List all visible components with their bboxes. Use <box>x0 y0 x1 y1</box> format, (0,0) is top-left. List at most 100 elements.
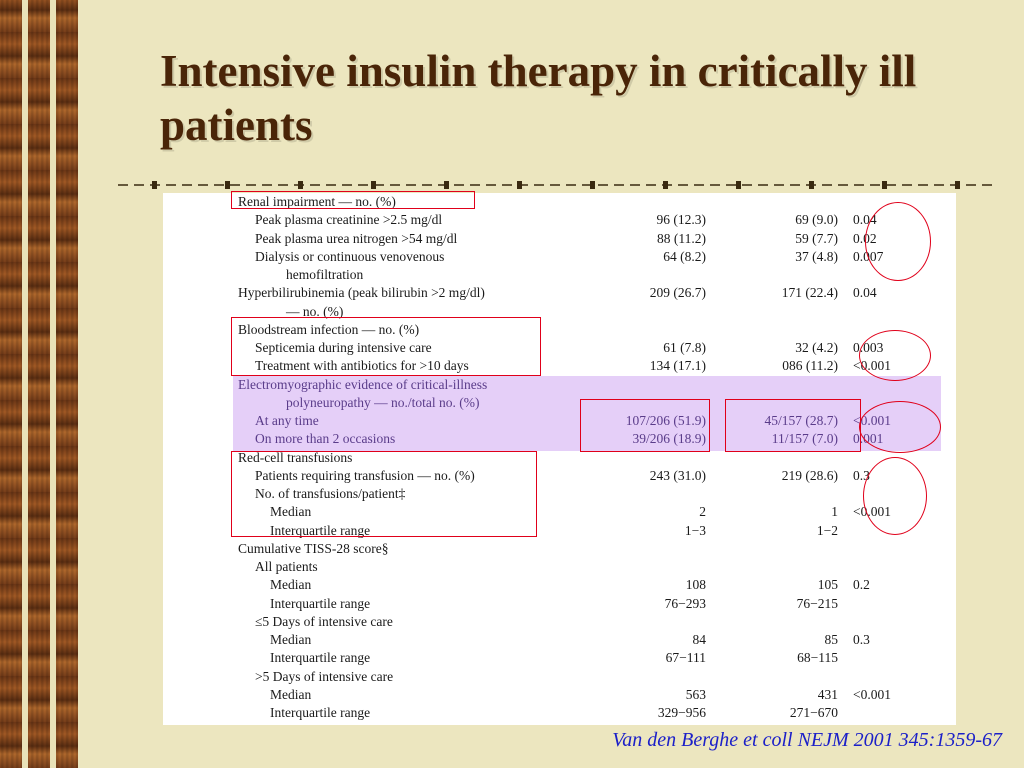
table-row: ≤5 Days of intensive care <box>163 613 956 631</box>
annotation-box-neuropathy-a <box>580 399 710 452</box>
annotation-ring-neuropathy <box>859 401 941 453</box>
row-label: Cumulative TISS-28 score§ <box>238 540 389 556</box>
table-row: Bloodstream infection — no. (%) <box>163 321 956 339</box>
intensive-value: 134 (17.1) <box>649 358 706 374</box>
row-label: On more than 2 occasions <box>255 431 396 447</box>
row-label: Interquartile range <box>270 522 371 538</box>
table-row: Median 563 431 <0.001 <box>163 686 956 704</box>
intensive-value: 329−956 <box>657 705 706 720</box>
intensive-value: 107/206 (51.9) <box>625 413 706 428</box>
intensive-value: 563 <box>685 686 706 702</box>
intensive-value: 64 (8.2) <box>663 248 706 264</box>
conventional-value: 68−115 <box>797 650 838 666</box>
intensive-value: 96 (12.3) <box>656 212 707 228</box>
table-row: >5 Days of intensive care <box>163 668 956 686</box>
intensive-value: 76−293 <box>664 595 706 611</box>
p-value: 0.2 <box>853 577 870 593</box>
conventional-value: 219 (28.6) <box>781 467 838 483</box>
intensive-value: 2 <box>699 504 706 520</box>
conventional-value: 086 (11.2) <box>782 358 838 374</box>
conventional-value: 45/157 (28.7) <box>764 413 839 428</box>
dashed-divider <box>118 181 998 189</box>
intensive-value: 209 (26.7) <box>649 285 706 301</box>
row-label: Median <box>270 632 312 647</box>
row-label: Dialysis or continuous venovenous <box>255 248 445 264</box>
intensive-value: 61 (7.8) <box>663 340 706 355</box>
row-label: Renal impairment — no. (%) <box>238 194 396 209</box>
conventional-value: 76−215 <box>796 595 838 611</box>
row-label: Treatment with antibiotics for >10 days <box>255 358 469 374</box>
row-label: Septicemia during intensive care <box>255 340 432 355</box>
conventional-value: 59 (7.7) <box>795 230 838 246</box>
annotation-box-transfusion <box>231 451 537 537</box>
table-row: Dialysis or continuous venovenous 64 (8.2… <box>163 248 956 266</box>
table-row: Peak plasma creatinine >2.5 mg/dl 96 (12.… <box>163 211 956 229</box>
table-row: Patients requiring transfusion — no. (%)… <box>163 467 956 485</box>
row-label: Median <box>270 504 312 520</box>
row-label: Patients requiring transfusion — no. (%) <box>255 467 475 483</box>
p-value: 0.04 <box>853 285 877 301</box>
conventional-value: 32 (4.2) <box>795 340 838 355</box>
annotation-box-renal <box>231 191 475 209</box>
conventional-value: 1 <box>831 504 838 520</box>
p-value: <0.001 <box>853 686 891 702</box>
table-row: Hyperbilirubinemia (peak bilirubin >2 mg… <box>163 284 956 302</box>
table-row: Interquartile range 76−293 76−215 <box>163 595 956 613</box>
conventional-value: 69 (9.0) <box>795 212 838 228</box>
sidebar-gap <box>22 0 28 768</box>
conventional-value: 11/157 (7.0) <box>771 431 838 447</box>
intensive-value: 88 (11.2) <box>657 230 706 246</box>
conventional-value: 1−2 <box>816 522 838 538</box>
row-label: — no. (%) <box>286 303 344 319</box>
annotation-ring-renal <box>865 202 931 281</box>
row-label: Peak plasma creatinine >2.5 mg/dl <box>255 212 443 228</box>
row-label: Bloodstream infection — no. (%) <box>238 321 420 337</box>
conventional-value: 171 (22.4) <box>781 285 838 301</box>
intensive-value: 67−111 <box>665 650 706 666</box>
annotation-box-neuropathy-b <box>725 399 861 452</box>
row-label: Interquartile range <box>270 595 371 611</box>
table-row: Electromyographic evidence of critical-i… <box>163 376 956 394</box>
conventional-value: 431 <box>817 686 838 702</box>
table-row: Interquartile range 1−3 1−2 <box>163 522 956 540</box>
row-label: >5 Days of intensive care <box>255 668 394 684</box>
row-label: Median <box>270 577 312 593</box>
sidebar-gap <box>50 0 56 768</box>
row-label: Interquartile range <box>270 705 371 720</box>
row-label: Median <box>270 686 312 702</box>
table-row: All patients <box>163 558 956 576</box>
row-label: No. of transfusions/patient‡ <box>255 486 406 501</box>
table-row: — no. (%) <box>163 303 956 321</box>
conventional-value: 105 <box>817 577 838 593</box>
conventional-value: 37 (4.8) <box>795 248 838 264</box>
row-label: Red-cell transfusions <box>238 449 353 465</box>
row-label: hemofiltration <box>286 267 364 282</box>
row-label: Electromyographic evidence of critical-i… <box>238 376 488 392</box>
table-row: Interquartile range 329−956 271−670 <box>163 704 956 722</box>
citation: Van den Berghe et coll NEJM 2001 345:135… <box>612 729 1002 751</box>
conventional-value: 85 <box>824 632 839 647</box>
table-row: Renal impairment — no. (%) <box>163 193 956 211</box>
annotation-box-infection <box>231 317 541 376</box>
conventional-value: 271−670 <box>789 705 838 720</box>
table-row: Cumulative TISS-28 score§ <box>163 540 956 558</box>
intensive-value: 1−3 <box>684 522 706 538</box>
intensive-value: 84 <box>692 632 707 647</box>
table-row: polyneuropathy — no./total no. (%) <box>163 394 956 412</box>
row-label: Interquartile range <box>270 650 371 666</box>
table-row: Interquartile range 67−111 68−115 <box>163 649 956 667</box>
row-label: Hyperbilirubinemia (peak bilirubin >2 mg… <box>238 285 485 301</box>
table-row: Peak plasma urea nitrogen >54 mg/dl 88 (1… <box>163 230 956 248</box>
intensive-value: 39/206 (18.9) <box>632 431 707 447</box>
wood-sidebar <box>0 0 78 768</box>
row-label: ≤5 Days of intensive care <box>255 613 393 629</box>
table-row: Median 84 85 0.3 <box>163 631 956 649</box>
table-row: At any time 107/206 (51.9) 45/157 (28.7) <0… <box>163 412 956 430</box>
row-label: All patients <box>255 559 318 574</box>
slide-title: Intensive insulin therapy in critically … <box>160 46 917 150</box>
intensive-value: 108 <box>685 577 706 593</box>
table-row: Median 108 105 0.2 <box>163 576 956 594</box>
p-value: 0.3 <box>853 632 870 647</box>
table-row: Red-cell transfusions <box>163 449 956 467</box>
row-label: Peak plasma urea nitrogen >54 mg/dl <box>255 230 458 246</box>
